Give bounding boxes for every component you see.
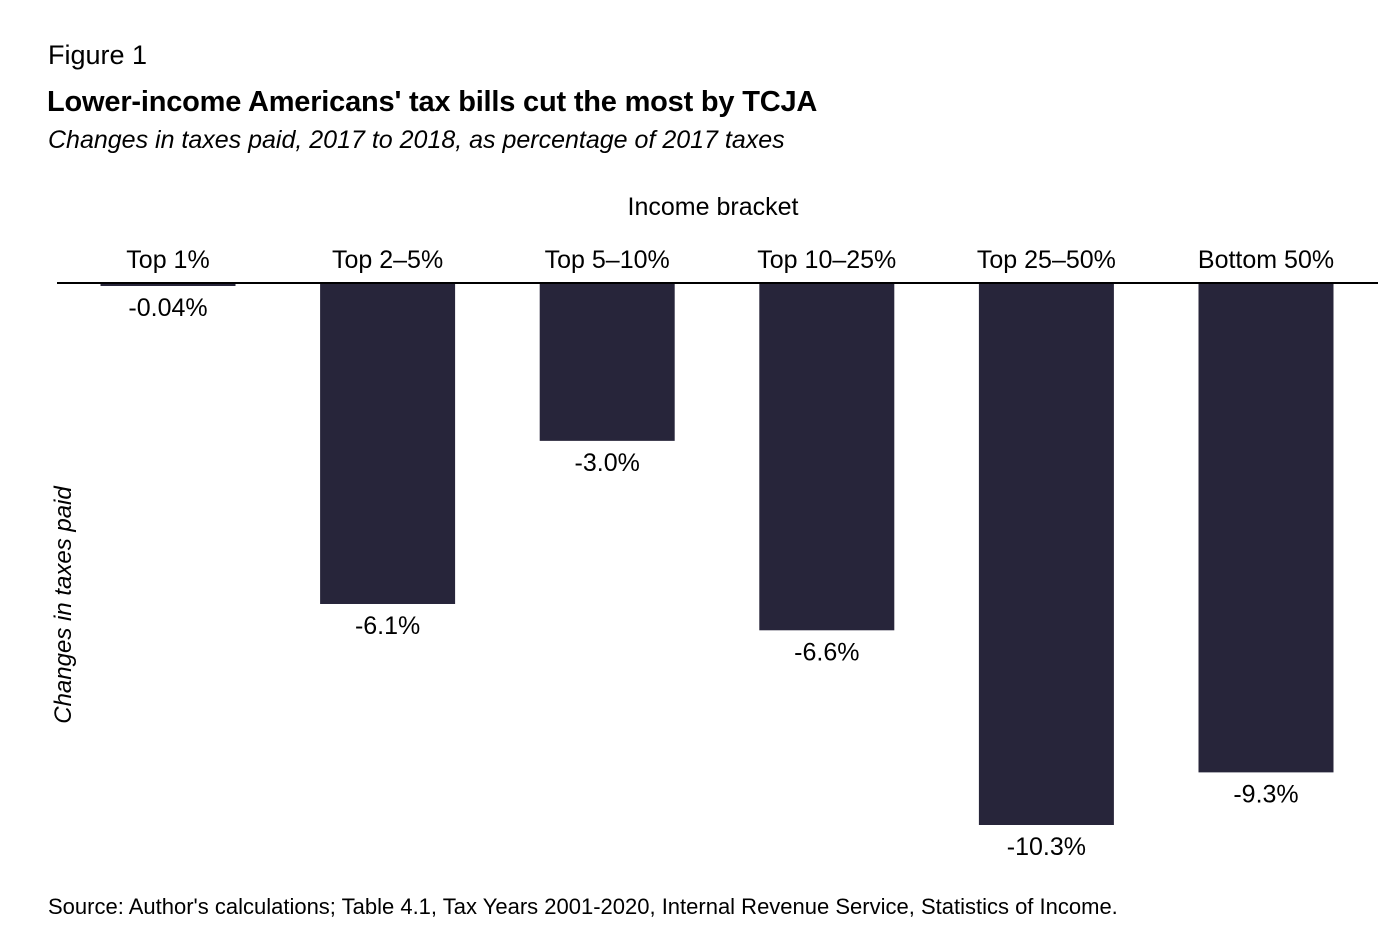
figure-label: Figure 1	[48, 40, 148, 70]
data-label-2: -3.0%	[575, 449, 640, 477]
data-label-4: -10.3%	[1007, 833, 1086, 861]
chart-subtitle: Changes in taxes paid, 2017 to 2018, as …	[48, 126, 785, 154]
bar-3	[759, 283, 895, 631]
data-label-3: -6.6%	[794, 638, 859, 666]
bar-series: Top 1% -0.04% Top 2–5% -6.1% Top 5–10% -3.0% T…	[100, 246, 1334, 861]
category-label-0: Top 1%	[126, 246, 209, 274]
data-label-1: -6.1%	[355, 612, 420, 640]
category-label-1: Top 2–5%	[332, 246, 443, 274]
y-axis-title: Changes in taxes paid	[50, 486, 77, 724]
category-label-5: Bottom 50%	[1198, 246, 1334, 274]
bar-5	[1198, 283, 1334, 773]
category-label-3: Top 10–25%	[757, 246, 896, 274]
bar-0	[100, 283, 236, 286]
bar-4	[978, 283, 1114, 825]
category-label-2: Top 5–10%	[545, 246, 670, 274]
bar-1	[320, 283, 456, 604]
chart-title: Lower-income Americans' tax bills cut th…	[47, 86, 818, 118]
data-label-5: -9.3%	[1233, 780, 1298, 808]
bar-2	[539, 283, 675, 441]
bar-chart: Income bracket Changes in taxes paid Top…	[50, 193, 1378, 861]
data-label-0: -0.04%	[128, 294, 207, 322]
category-label-4: Top 25–50%	[977, 246, 1116, 274]
source-note: Source: Author's calculations; Table 4.1…	[48, 894, 1118, 919]
x-axis-title: Income bracket	[628, 193, 799, 221]
